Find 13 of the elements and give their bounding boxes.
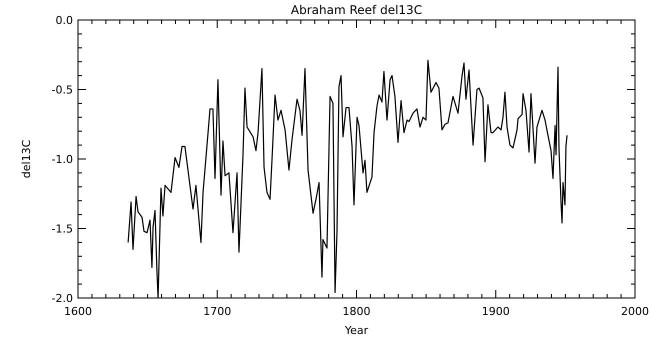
y-tick-label: -1.5 (52, 222, 73, 236)
x-tick-label: 2000 (621, 305, 649, 318)
x-tick-label: 1700 (203, 305, 232, 318)
x-tick-label: 1800 (342, 305, 370, 318)
x-tick-label: 1900 (482, 305, 510, 318)
x-axis-title: Year (344, 324, 369, 337)
y-axis-title: del13C (20, 139, 33, 178)
y-tick-label: -2.0 (52, 292, 73, 305)
y-tick-label: -1.0 (52, 153, 73, 166)
chart-title: Abraham Reef del13C (290, 3, 422, 17)
x-tick-label: 1600 (64, 305, 92, 318)
y-tick-label: 0.0 (56, 14, 73, 27)
y-tick-label: -0.5 (52, 84, 73, 96)
